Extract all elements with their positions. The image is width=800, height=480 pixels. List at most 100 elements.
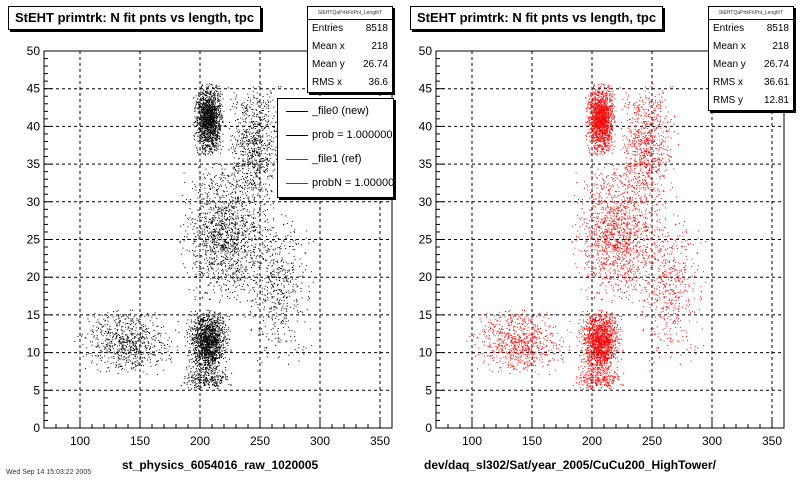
scatter-point	[207, 140, 209, 142]
scatter-point	[217, 99, 219, 101]
scatter-point	[219, 323, 220, 325]
scatter-point	[213, 112, 215, 114]
scatter-point	[237, 210, 239, 212]
scatter-point	[228, 243, 230, 245]
scatter-point	[227, 217, 228, 219]
scatter-point	[210, 109, 212, 111]
scatter-point	[257, 277, 258, 279]
scatter-point	[208, 137, 210, 139]
scatter-point	[229, 298, 231, 299]
scatter-point	[222, 343, 224, 345]
scatter-point	[198, 345, 200, 347]
scatter-point	[267, 100, 269, 102]
scatter-point	[209, 151, 210, 153]
scatter-point	[216, 366, 218, 368]
scatter-point	[217, 108, 219, 110]
scatter-point	[234, 242, 236, 244]
scatter-point	[214, 103, 216, 105]
scatter-point	[226, 218, 228, 220]
scatter-point	[244, 268, 246, 270]
scatter-point	[197, 338, 199, 340]
scatter-point	[229, 208, 231, 210]
scatter-point	[211, 138, 213, 140]
scatter-point	[232, 265, 234, 267]
scatter-point	[205, 343, 207, 345]
scatter-point	[195, 353, 197, 355]
scatter-point	[197, 321, 199, 323]
scatter-point	[209, 125, 211, 127]
scatter-point	[207, 153, 209, 155]
scatter-point	[203, 105, 205, 107]
scatter-point	[207, 367, 209, 369]
scatter-point	[203, 198, 205, 200]
scatter-point	[234, 233, 236, 234]
scatter-point	[193, 135, 195, 137]
scatter-point	[217, 206, 219, 208]
scatter-point	[255, 140, 257, 142]
scatter-point	[230, 185, 232, 187]
scatter-point	[200, 274, 201, 276]
scatter-point	[206, 335, 208, 337]
scatter-point	[200, 347, 202, 349]
scatter-point	[199, 134, 201, 136]
scatter-point	[221, 330, 223, 331]
scatter-point	[258, 164, 260, 166]
scatter-point	[200, 335, 201, 337]
scatter-point	[214, 138, 216, 140]
scatter-point	[214, 183, 216, 185]
scatter-point	[203, 275, 205, 277]
scatter-point	[209, 92, 211, 94]
scatter-point	[208, 105, 210, 107]
scatter-point	[253, 180, 255, 181]
scatter-point	[206, 344, 208, 346]
scatter-point	[214, 331, 216, 333]
scatter-point	[190, 329, 191, 331]
scatter-point	[230, 227, 232, 229]
scatter-point	[251, 165, 253, 167]
scatter-point	[204, 116, 206, 118]
scatter-point	[265, 104, 267, 105]
scatter-point	[204, 150, 206, 152]
scatter-point	[219, 330, 221, 332]
scatter-point	[211, 116, 213, 118]
scatter-point	[207, 239, 209, 241]
scatter-point	[236, 263, 238, 264]
scatter-point	[190, 359, 192, 361]
scatter-point	[207, 250, 209, 252]
scatter-point	[208, 360, 210, 361]
scatter-point	[221, 263, 223, 265]
scatter-point	[247, 173, 249, 175]
scatter-point	[197, 140, 199, 142]
scatter-point	[233, 276, 235, 278]
scatter-point	[194, 338, 196, 340]
scatter-point	[213, 127, 215, 129]
scatter-point	[213, 119, 215, 121]
scatter-point	[202, 173, 204, 175]
scatter-point	[219, 211, 221, 213]
scatter-point	[223, 240, 225, 242]
scatter-point	[224, 125, 226, 127]
scatter-point	[219, 348, 221, 350]
scatter-point	[234, 251, 236, 253]
scatter-point	[227, 242, 229, 243]
scatter-point	[206, 325, 208, 327]
scatter-point	[211, 360, 213, 362]
scatter-point	[196, 328, 198, 330]
scatter-point	[250, 147, 252, 149]
scatter-point	[201, 371, 202, 373]
scatter-point	[217, 105, 219, 106]
scatter-point	[268, 127, 270, 129]
scatter-point	[239, 185, 241, 187]
scatter-point	[203, 338, 204, 340]
scatter-point	[251, 159, 253, 161]
scatter-point	[220, 125, 222, 126]
scatter-point	[195, 103, 197, 105]
scatter-point	[218, 345, 220, 347]
scatter-point	[203, 328, 205, 330]
scatter-point	[218, 122, 220, 124]
scatter-point	[241, 163, 243, 165]
scatter-point	[212, 350, 214, 352]
scatter-point	[200, 193, 202, 195]
scatter-point	[247, 176, 248, 178]
scatter-point	[196, 370, 198, 372]
